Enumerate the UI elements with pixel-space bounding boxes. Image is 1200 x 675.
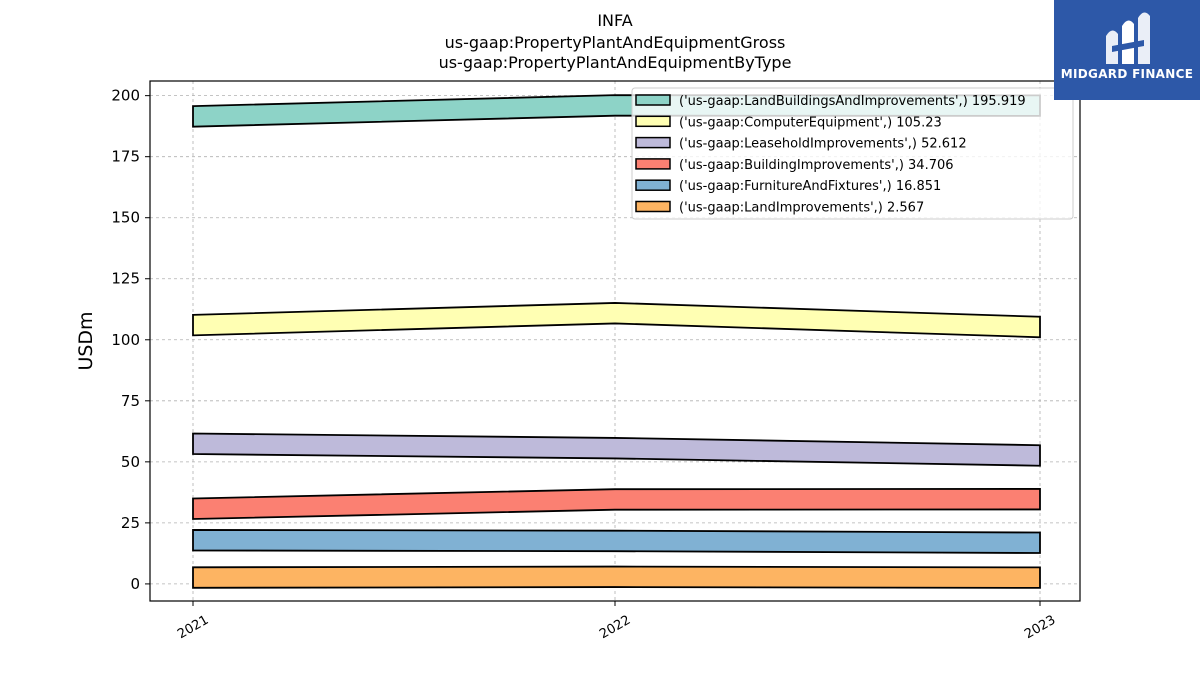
series-band [192,488,1041,520]
y-tick-label: 150 [111,209,140,227]
y-tick-label: 0 [130,575,140,593]
legend: ('us-gaap:LandBuildingsAndImprovements',… [631,87,1074,220]
legend-label: ('us-gaap:LandBuildingsAndImprovements',… [679,94,1026,109]
legend-swatch [635,179,671,191]
y-tick-label: 50 [121,453,140,471]
y-axis: 0 25 50 75 100 125 150 175 200 [111,87,150,593]
legend-label: ('us-gaap:BuildingImprovements',) 34.706 [679,158,954,173]
x-tick-label: 2021 [175,613,211,643]
legend-label: ('us-gaap:LeaseholdImprovements',) 52.61… [679,137,967,152]
y-tick-label: 200 [111,87,140,105]
chart-title-line-1: INFA [597,11,633,30]
series-band [192,529,1041,554]
legend-frame [631,87,1074,220]
chart-title-line-2: us-gaap:PropertyPlantAndEquipmentGross [444,33,786,52]
legend-swatch [635,158,671,170]
legend-label: ('us-gaap:FurnitureAndFixtures',) 16.851 [679,179,941,194]
y-axis-label: USDm [75,311,97,370]
legend-label: ('us-gaap:LandImprovements',) 2.567 [679,201,924,216]
y-tick-label: 75 [121,392,140,410]
x-tick-label: 2022 [597,613,633,643]
x-axis: 2021 2022 2023 [175,601,1058,642]
legend-label: ('us-gaap:ComputerEquipment',) 105.23 [679,115,942,130]
y-tick-label: 125 [111,270,140,288]
legend-swatch [635,94,671,106]
y-tick-label: 175 [111,148,140,166]
series-band [192,432,1041,467]
series-band [192,302,1041,339]
midgard-logo-icon [1106,12,1150,65]
x-tick-label: 2023 [1022,613,1058,643]
legend-swatch [635,200,671,213]
legend-swatch [635,136,671,149]
logo-text: MIDGARD FINANCE [1060,67,1194,81]
legend-swatch [635,115,671,128]
series-band [192,565,1041,589]
y-tick-label: 100 [111,331,140,349]
midgard-finance-logo: MIDGARD FINANCE [1054,0,1200,100]
y-tick-label: 25 [121,514,140,532]
chart-title-line-3: us-gaap:PropertyPlantAndEquipmentByType [438,53,792,72]
